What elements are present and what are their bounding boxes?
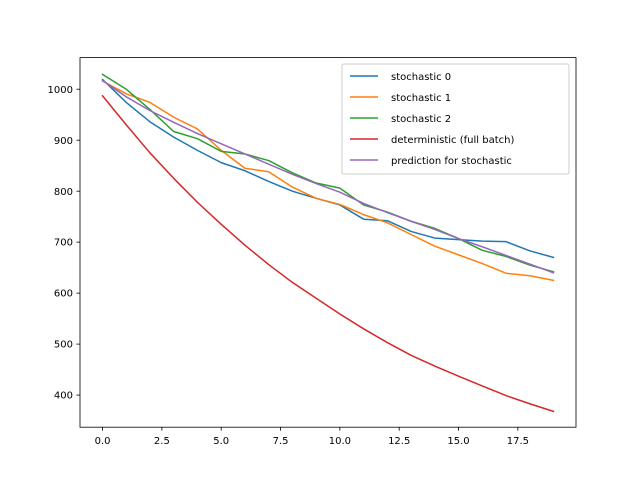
- y-tick-label: 600: [54, 289, 73, 300]
- legend-label-3: deterministic (full batch): [391, 135, 514, 146]
- legend-label-4: prediction for stochastic: [391, 156, 512, 167]
- y-tick-label: 1000: [48, 85, 73, 96]
- series-line-1: [101, 80, 555, 282]
- y-tick-label: 400: [54, 391, 73, 402]
- series-line-4: [101, 79, 555, 274]
- series-line-2: [101, 73, 555, 273]
- x-axis: 0.0 2.5 5.0 7.5 10.0 12.5 15.0 17.5: [95, 427, 529, 447]
- x-tick-label: 7.5: [273, 436, 289, 447]
- x-tick-label: 17.5: [507, 436, 529, 447]
- legend-label-1: stochastic 1: [391, 93, 451, 104]
- legend: stochastic 0 stochastic 1 stochastic 2 dete…: [341, 63, 570, 175]
- x-tick-label: 15.0: [447, 436, 469, 447]
- x-tick-label: 0.0: [95, 436, 111, 447]
- x-tick-label: 10.0: [329, 436, 351, 447]
- x-tick-label: 12.5: [388, 436, 410, 447]
- legend-box: [341, 63, 570, 175]
- y-tick-label: 900: [54, 136, 73, 147]
- y-axis: 400 500 600 700 800 900 1000: [48, 85, 80, 402]
- legend-label-0: stochastic 0: [391, 72, 451, 83]
- x-tick-label: 2.5: [154, 436, 170, 447]
- y-tick-label: 800: [54, 187, 73, 198]
- series-layer: [101, 73, 555, 413]
- y-tick-label: 700: [54, 238, 73, 249]
- y-tick-label: 500: [54, 340, 73, 351]
- x-tick-label: 5.0: [213, 436, 229, 447]
- legend-label-2: stochastic 2: [391, 114, 451, 125]
- series-line-3: [101, 94, 555, 413]
